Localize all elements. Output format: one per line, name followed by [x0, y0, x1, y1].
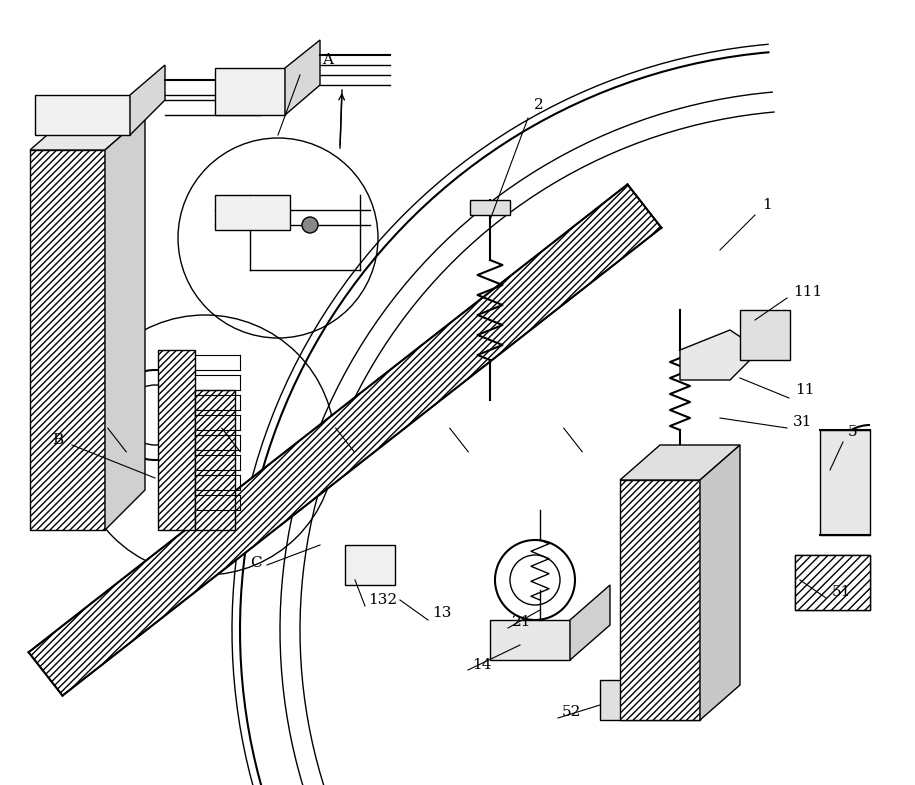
- Text: 14: 14: [472, 658, 491, 672]
- Polygon shape: [470, 200, 510, 215]
- Polygon shape: [345, 545, 395, 585]
- Text: 31: 31: [793, 415, 813, 429]
- Text: 132: 132: [368, 593, 397, 607]
- Polygon shape: [740, 310, 790, 360]
- Text: C: C: [250, 556, 262, 570]
- Text: 21: 21: [512, 615, 532, 629]
- Polygon shape: [490, 620, 570, 660]
- Polygon shape: [130, 65, 165, 135]
- Polygon shape: [105, 115, 145, 530]
- Polygon shape: [700, 445, 740, 720]
- Polygon shape: [285, 40, 320, 115]
- Polygon shape: [215, 68, 285, 115]
- Text: B: B: [52, 433, 63, 447]
- Polygon shape: [30, 115, 145, 150]
- Polygon shape: [795, 555, 870, 610]
- Polygon shape: [820, 430, 870, 535]
- Polygon shape: [795, 555, 870, 610]
- Text: 111: 111: [793, 285, 823, 299]
- Polygon shape: [600, 680, 700, 720]
- Polygon shape: [158, 350, 195, 530]
- Text: 11: 11: [795, 383, 814, 397]
- Text: 2: 2: [534, 98, 544, 112]
- Text: 51: 51: [832, 585, 851, 599]
- Text: 1: 1: [762, 198, 771, 212]
- Polygon shape: [620, 480, 700, 720]
- Polygon shape: [620, 445, 740, 480]
- Circle shape: [302, 217, 318, 233]
- Polygon shape: [215, 195, 290, 230]
- Text: 5: 5: [848, 425, 857, 439]
- Text: 13: 13: [432, 606, 451, 620]
- Polygon shape: [680, 330, 760, 380]
- Polygon shape: [35, 95, 130, 135]
- Polygon shape: [570, 585, 610, 660]
- Polygon shape: [30, 150, 105, 530]
- Text: 52: 52: [562, 705, 581, 719]
- Polygon shape: [28, 184, 662, 696]
- Text: A: A: [322, 53, 333, 67]
- Polygon shape: [195, 390, 235, 530]
